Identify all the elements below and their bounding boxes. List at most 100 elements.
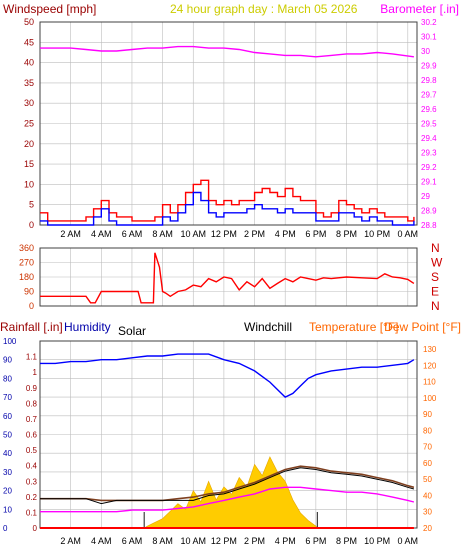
temp-x-tick-label: 8 PM bbox=[336, 536, 357, 546]
humidity-y-tick-label: 20 bbox=[3, 487, 12, 496]
compass-tick-label: W bbox=[431, 256, 443, 270]
wind-x-tick-label: 2 PM bbox=[244, 229, 265, 239]
barometer-y-tick-label: 29.2 bbox=[421, 163, 437, 172]
rainfall-y-tick-label: 0.7 bbox=[26, 415, 38, 424]
humidity-y-tick-label: 10 bbox=[3, 505, 12, 514]
temperature-y-tick-label: 80 bbox=[423, 426, 432, 435]
wind-x-tick-label: 10 PM bbox=[364, 229, 390, 239]
temperature-line bbox=[40, 465, 415, 502]
humidity-y-tick-label: 80 bbox=[3, 374, 12, 383]
temp-x-tick-label: 4 PM bbox=[275, 536, 296, 546]
temp-x-tick-label: 6 PM bbox=[305, 536, 326, 546]
barometer-y-tick-label: 29.1 bbox=[421, 178, 437, 187]
wind-x-tick-label: 8 AM bbox=[152, 229, 173, 239]
barometer-y-tick-label: 29.3 bbox=[421, 149, 437, 158]
temperature-y-tick-label: 120 bbox=[423, 361, 437, 370]
temperature-axis-label: Temperature [°F] bbox=[309, 320, 399, 334]
humidity-y-tick-label: 90 bbox=[3, 356, 12, 365]
wind-x-tick-label: 12 PM bbox=[211, 229, 237, 239]
temp-x-tick-label: 10 AM bbox=[180, 536, 206, 546]
wind-x-tick-label: 0 AM bbox=[398, 229, 419, 239]
wind-y-tick-label: 40 bbox=[24, 58, 34, 68]
temperature-y-tick-label: 90 bbox=[423, 410, 432, 419]
wind-speed-panel: 0 5 10 15 20 25 30 35 40 45 50 28.8 28.9 29 29.1 29.2 29… bbox=[24, 17, 437, 239]
direction-y-tick-label: 270 bbox=[19, 258, 34, 268]
rainfall-y-tick-label: 0.2 bbox=[26, 493, 38, 502]
barometer-y-tick-label: 29.9 bbox=[421, 62, 437, 71]
wind-frame bbox=[39, 21, 418, 226]
barometer-line bbox=[40, 45, 414, 58]
humidity-y-tick-label: 40 bbox=[3, 449, 12, 458]
wind-y-tick-label: 30 bbox=[24, 98, 34, 108]
direction-y-tick-label: 90 bbox=[24, 287, 34, 297]
temperature-humidity-panel: 0 10 20 30 40 50 60 70 80 90 100 0 0.1 0.2 0.3 0.4 0.5 0.… bbox=[3, 337, 437, 546]
temperature-y-tick-label: 110 bbox=[423, 378, 436, 387]
wind-direction-line bbox=[40, 252, 415, 304]
wind-x-tick-label: 4 PM bbox=[275, 229, 296, 239]
temp-x-tick-label: 2 AM bbox=[60, 536, 81, 546]
rainfall-y-tick-label: 1 bbox=[33, 368, 38, 377]
chart-title: 24 hour graph day : March 05 2026 bbox=[170, 2, 358, 16]
temperature-y-tick-label: 50 bbox=[423, 475, 432, 484]
humidity-y-tick-label: 60 bbox=[3, 412, 12, 421]
humidity-y-tick-label: 30 bbox=[3, 468, 12, 477]
temperature-y-tick-label: 60 bbox=[423, 459, 432, 468]
rainfall-y-tick-label: 0.1 bbox=[26, 508, 38, 517]
temperature-y-tick-label: 20 bbox=[423, 524, 432, 533]
compass-tick-label: N bbox=[431, 299, 440, 313]
temperature-y-tick-label: 40 bbox=[423, 491, 432, 500]
wind-x-tick-label: 2 AM bbox=[60, 229, 81, 239]
solar-label: Solar bbox=[118, 324, 146, 338]
barometer-y-tick-label: 29.7 bbox=[421, 91, 437, 100]
dew-point-line bbox=[40, 486, 415, 513]
wind-y-tick-label: 20 bbox=[24, 139, 34, 149]
rainfall-y-tick-label: 0.5 bbox=[26, 446, 38, 455]
compass-tick-label: N bbox=[431, 241, 440, 255]
temp-x-tick-label: 12 PM bbox=[211, 536, 237, 546]
barometer-y-tick-label: 29 bbox=[421, 192, 430, 201]
temp-x-tick-label: 4 AM bbox=[91, 536, 112, 546]
dew-point-axis-label: Dew Point [°F] bbox=[384, 320, 461, 334]
wind-y-tick-label: 45 bbox=[24, 37, 34, 47]
wind-panel-left-axis-label: Windspeed [mph] bbox=[3, 2, 96, 16]
temp-x-tick-label: 6 AM bbox=[122, 536, 143, 546]
wind-x-tick-label: 10 AM bbox=[180, 229, 206, 239]
barometer-y-tick-label: 30 bbox=[421, 47, 430, 56]
compass-tick-label: E bbox=[431, 285, 439, 299]
humidity-y-tick-label: 50 bbox=[3, 431, 12, 440]
rainfall-y-tick-label: 0.3 bbox=[26, 477, 38, 486]
temp-x-tick-label: 2 PM bbox=[244, 536, 265, 546]
windchill-line bbox=[40, 467, 415, 505]
barometer-y-tick-label: 30.1 bbox=[421, 33, 437, 42]
wind-average-line bbox=[40, 191, 415, 226]
rainfall-y-tick-label: 0.6 bbox=[26, 431, 38, 440]
humidity-y-tick-label: 70 bbox=[3, 393, 12, 402]
wind-gust-line bbox=[40, 179, 415, 222]
temp-x-tick-label: 10 PM bbox=[364, 536, 390, 546]
rainfall-y-tick-label: 0.9 bbox=[26, 384, 38, 393]
wind-panel-right-axis-label: Barometer [.in] bbox=[380, 2, 459, 16]
rainfall-y-tick-label: 0.4 bbox=[26, 462, 38, 471]
humidity-axis-label: Humidity bbox=[64, 320, 111, 334]
rainfall-axis-label: Rainfall [.in] bbox=[0, 320, 63, 334]
rainfall-y-tick-label: 0 bbox=[33, 524, 38, 533]
temperature-y-tick-label: 70 bbox=[423, 443, 432, 452]
humidity-y-tick-label: 100 bbox=[3, 337, 17, 346]
barometer-y-tick-label: 29.4 bbox=[421, 134, 437, 143]
wind-y-tick-label: 10 bbox=[24, 179, 34, 189]
temperature-y-tick-label: 100 bbox=[423, 394, 437, 403]
wind-x-tick-label: 6 PM bbox=[305, 229, 326, 239]
temperature-y-tick-label: 130 bbox=[423, 345, 437, 354]
barometer-y-tick-label: 29.5 bbox=[421, 120, 437, 129]
wind-y-tick-label: 50 bbox=[24, 17, 34, 27]
wind-y-tick-label: 15 bbox=[24, 159, 34, 169]
humidity-line bbox=[40, 353, 415, 398]
barometer-y-tick-label: 28.9 bbox=[421, 207, 437, 216]
barometer-y-tick-label: 30.2 bbox=[421, 18, 437, 27]
barometer-y-tick-label: 29.8 bbox=[421, 76, 437, 85]
wind-y-tick-label: 35 bbox=[24, 78, 34, 88]
direction-frame bbox=[39, 247, 418, 307]
wind-y-tick-label: 5 bbox=[29, 200, 34, 210]
